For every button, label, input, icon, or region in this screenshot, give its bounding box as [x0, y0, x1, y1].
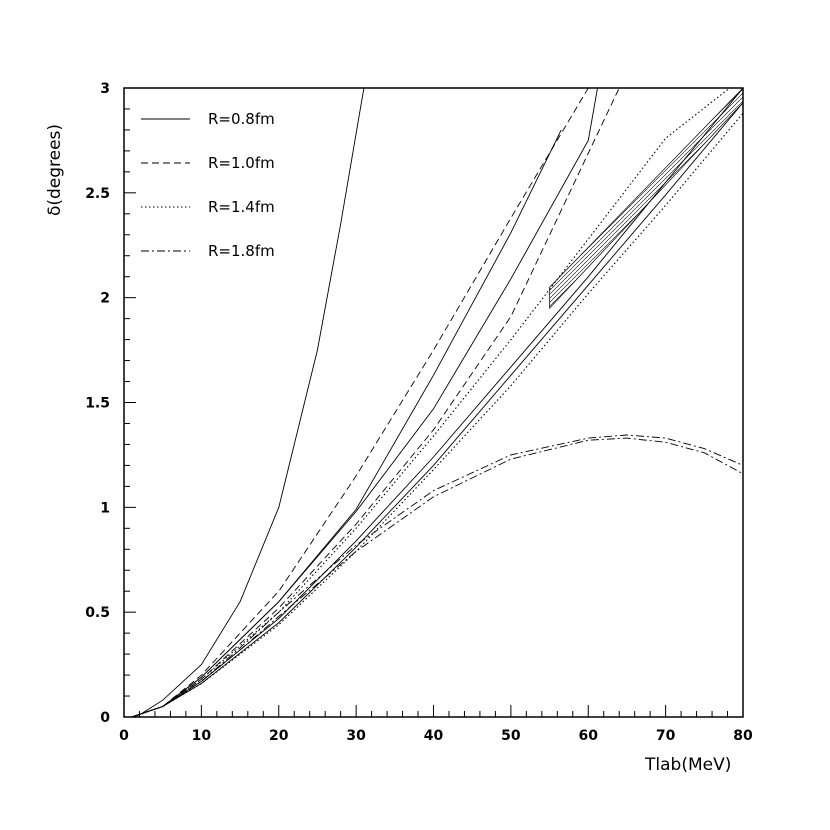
x-tick-label: 60: [579, 728, 599, 744]
series-line-dashed: [131, 88, 620, 717]
series-lines: [131, 88, 743, 717]
x-tick-label: 80: [733, 728, 753, 744]
y-tick-labels: 0 0.5 1 1.5 2 2.5 3: [85, 81, 110, 726]
x-tick-label: 10: [192, 728, 212, 744]
legend: R=0.8fm R=1.0fm R=1.4fm R=1.8fm: [141, 110, 275, 260]
plot-frame: [123, 87, 744, 718]
y-axis-title: δ(degrees): [45, 124, 65, 216]
x-tick-labels: 0 10 20 30 40 50 60 70 80: [119, 728, 753, 744]
y-tick-label: 2.5: [85, 186, 110, 202]
legend-label: R=1.4fm: [208, 198, 275, 216]
legend-label: R=1.8fm: [208, 242, 275, 260]
series-line-solid: [131, 88, 365, 717]
series-line-dashdot: [131, 434, 743, 717]
x-tick-label: 30: [346, 728, 366, 744]
hatched-band: [549, 88, 743, 309]
y-tick-label: 0.5: [85, 605, 110, 621]
series-line-dotted: [131, 88, 731, 717]
y-tick-label: 1.5: [85, 396, 110, 412]
series-line-dashed: [131, 88, 589, 717]
legend-label: R=1.0fm: [208, 154, 275, 172]
x-axis-title: Tlab(MeV): [644, 755, 731, 775]
x-tick-label: 70: [656, 728, 676, 744]
y-tick-label: 1: [100, 500, 110, 516]
x-tick-label: 0: [119, 728, 129, 744]
y-tick-label: 3: [100, 81, 110, 97]
x-tick-label: 50: [501, 728, 521, 744]
series-line-solid: [131, 102, 743, 717]
x-tick-label: 40: [424, 728, 444, 744]
series-line-solid: [131, 88, 598, 717]
hatched-band-area: [549, 88, 743, 309]
x-tick-label: 20: [269, 728, 289, 744]
legend-label: R=0.8fm: [208, 110, 275, 128]
series-line-dashdot: [131, 437, 743, 717]
y-tick-label: 2: [100, 291, 110, 307]
y-tick-label: 0: [100, 710, 110, 726]
